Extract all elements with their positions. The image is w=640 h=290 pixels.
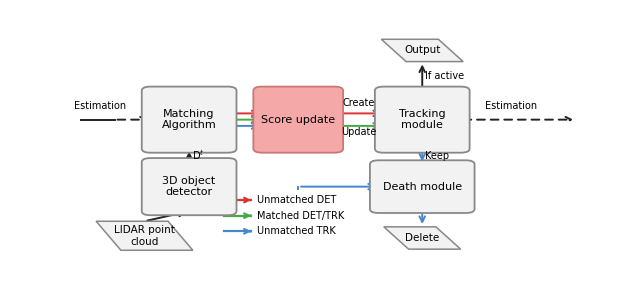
Text: Unmatched DET: Unmatched DET bbox=[257, 195, 337, 205]
Text: Tracking
module: Tracking module bbox=[399, 109, 445, 130]
FancyBboxPatch shape bbox=[141, 158, 237, 215]
Text: 3D object
detector: 3D object detector bbox=[163, 176, 216, 197]
Text: Score update: Score update bbox=[261, 115, 335, 125]
FancyBboxPatch shape bbox=[253, 87, 343, 153]
Polygon shape bbox=[96, 221, 193, 250]
Polygon shape bbox=[381, 39, 463, 61]
FancyBboxPatch shape bbox=[141, 87, 237, 153]
Text: Delete: Delete bbox=[405, 233, 440, 243]
Text: D$^t$: D$^t$ bbox=[191, 148, 204, 162]
Text: Create: Create bbox=[343, 98, 375, 108]
Text: LIDAR point
cloud: LIDAR point cloud bbox=[114, 225, 175, 246]
Text: Unmatched TRK: Unmatched TRK bbox=[257, 226, 336, 236]
Text: Output: Output bbox=[404, 46, 440, 55]
Text: Update: Update bbox=[341, 127, 377, 137]
Polygon shape bbox=[384, 227, 461, 249]
Text: Matching
Algorithm: Matching Algorithm bbox=[162, 109, 216, 130]
Text: Estimation: Estimation bbox=[74, 101, 126, 111]
FancyBboxPatch shape bbox=[370, 160, 475, 213]
Text: Matched DET/TRK: Matched DET/TRK bbox=[257, 211, 344, 221]
Text: If active: If active bbox=[425, 71, 464, 81]
Text: Keep: Keep bbox=[425, 151, 449, 162]
Text: Death module: Death module bbox=[383, 182, 462, 192]
FancyBboxPatch shape bbox=[375, 87, 470, 153]
Text: Estimation: Estimation bbox=[486, 101, 538, 111]
